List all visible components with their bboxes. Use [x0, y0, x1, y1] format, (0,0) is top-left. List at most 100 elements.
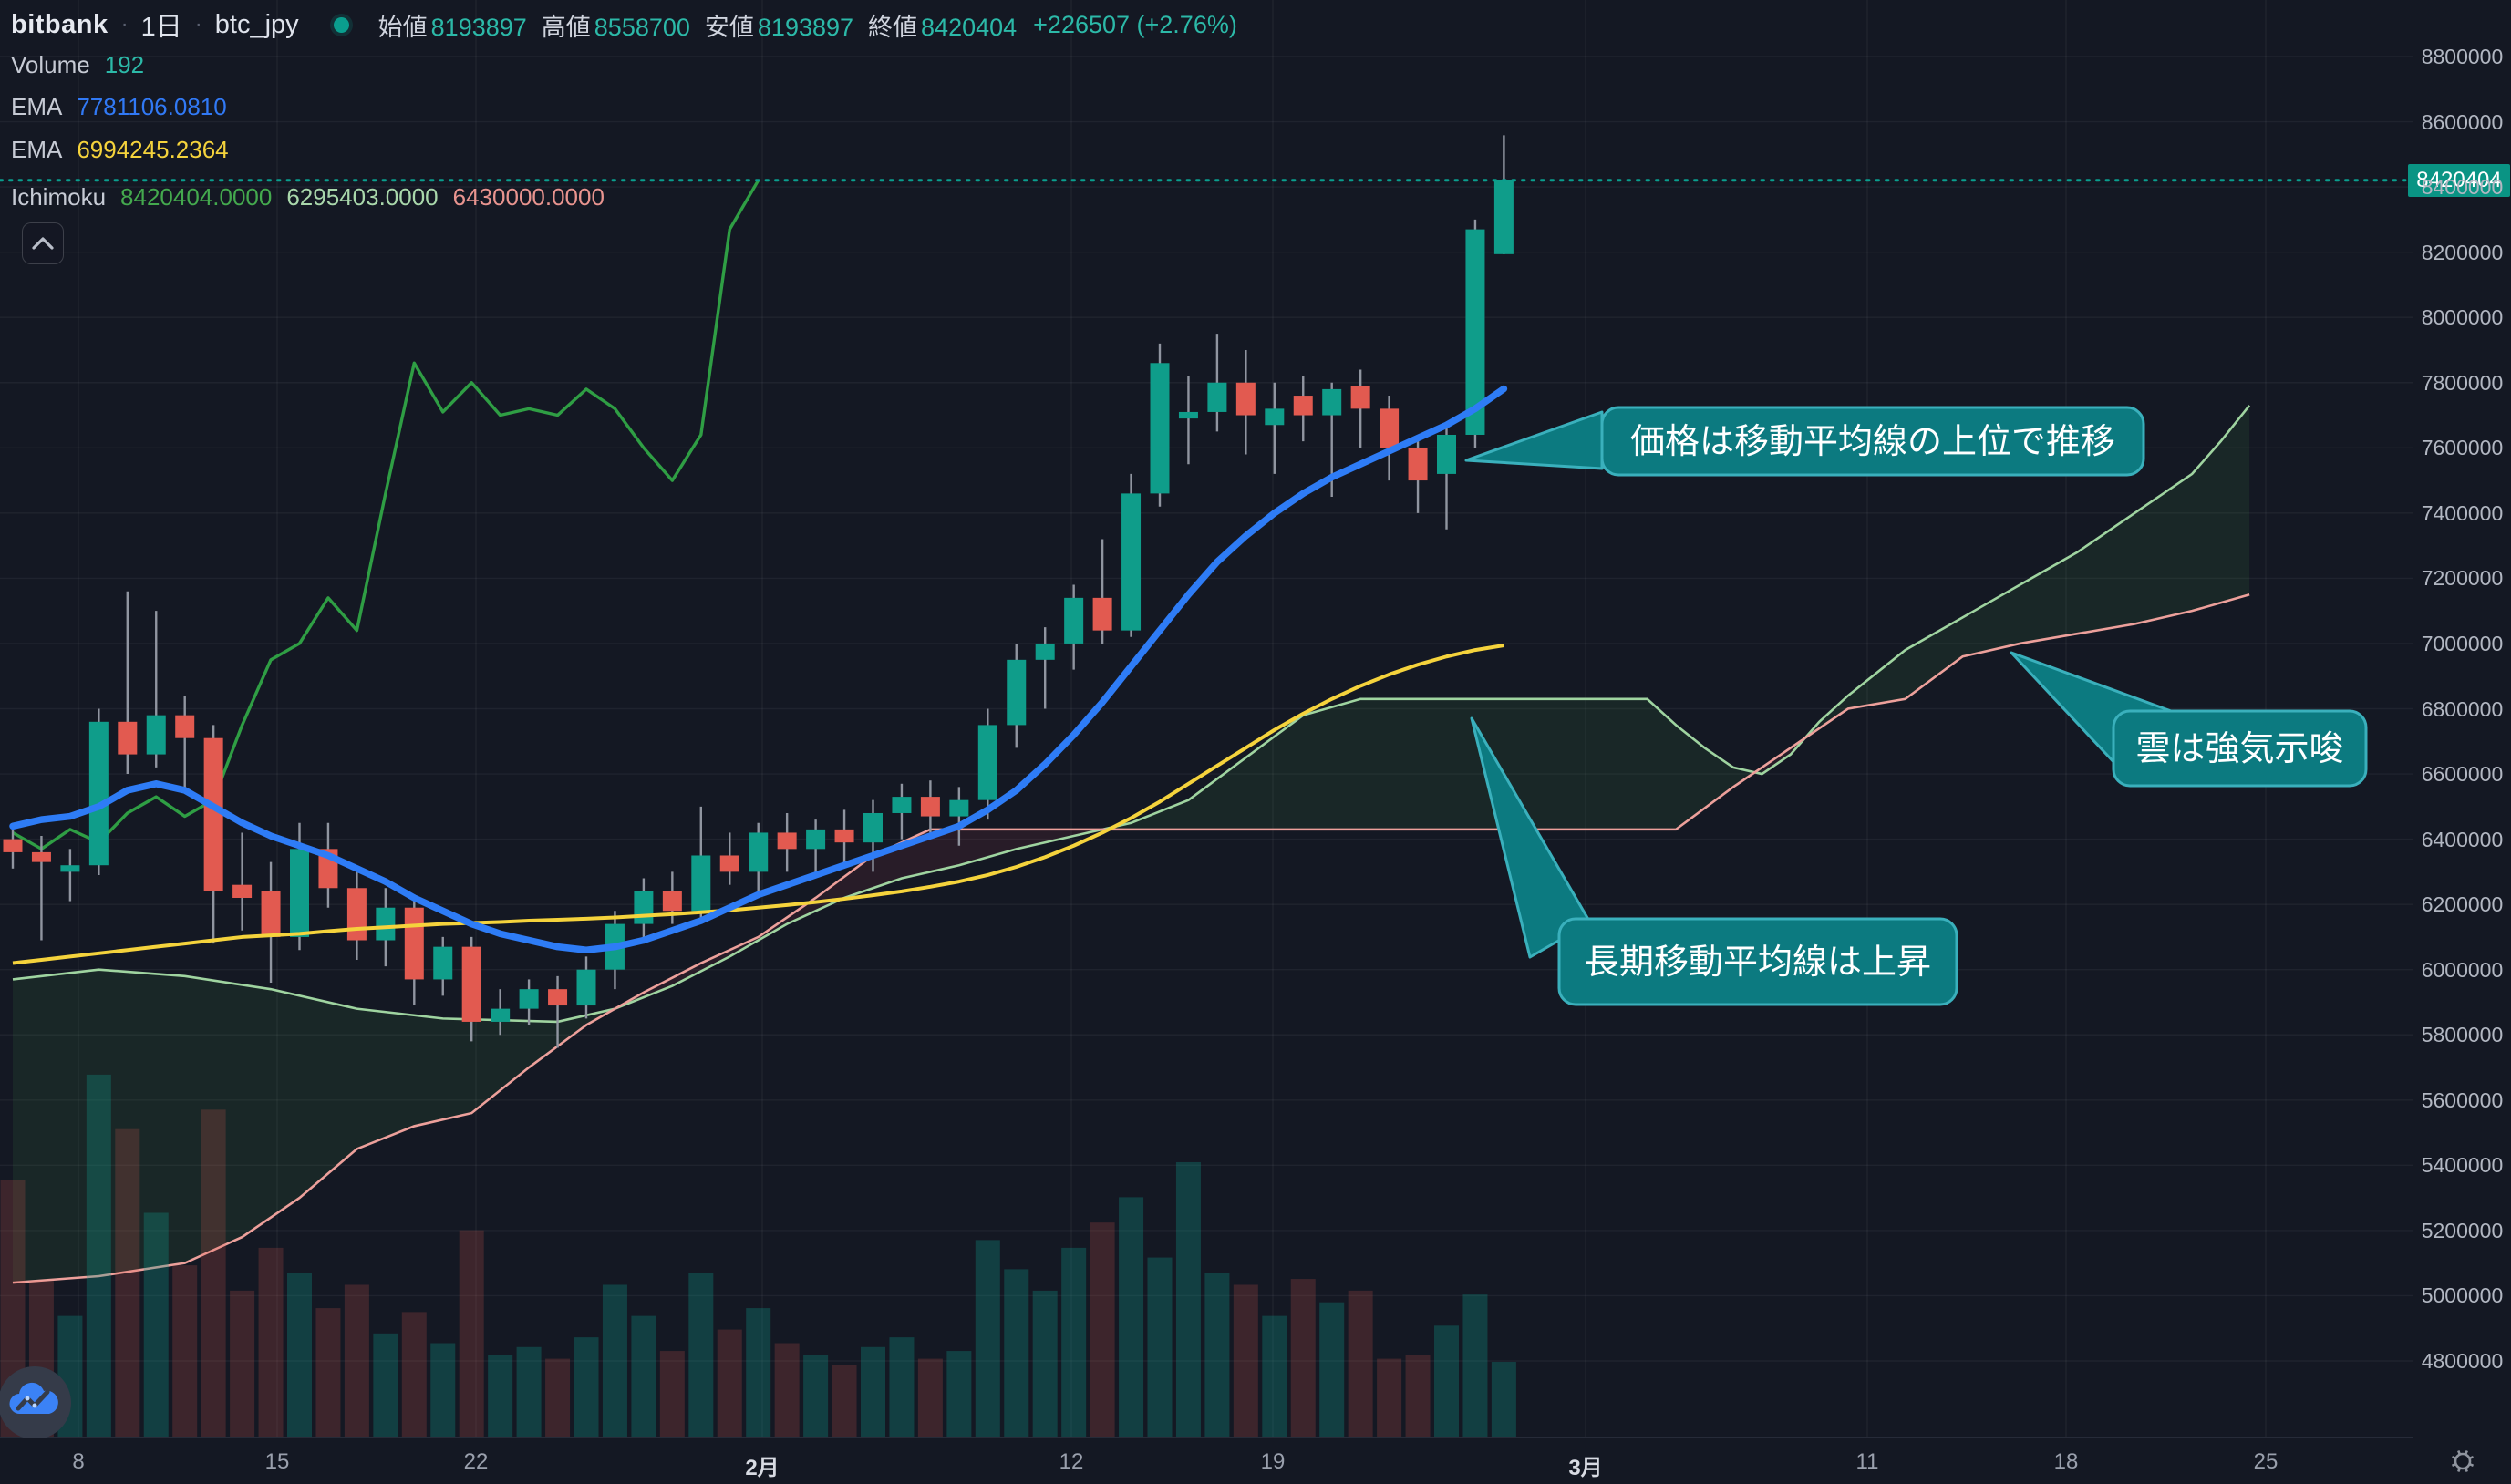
ema-fast-value: 7781106.0810 — [77, 93, 227, 120]
legend-row-ema-fast[interactable]: EMA 7781106.0810 — [11, 93, 227, 121]
price-axis-label: 6800000 — [2421, 696, 2504, 721]
legend-collapse-button[interactable] — [22, 222, 64, 264]
candle-body — [1035, 643, 1055, 660]
market-status-icon — [333, 16, 349, 33]
volume-bar — [1147, 1257, 1173, 1437]
candle-body — [1121, 493, 1142, 631]
price-axis[interactable]: 8420404 8800000 8600000 8400000 8200000 8000… — [2408, 0, 2511, 1438]
volume-bar — [774, 1343, 800, 1437]
volume-bar — [315, 1308, 341, 1437]
candle-body — [376, 907, 396, 941]
open-value: 8193897 — [430, 13, 527, 41]
high-label: 高値 — [541, 13, 591, 41]
time-axis-label: 25 — [2253, 1449, 2278, 1474]
candle-body — [1178, 411, 1198, 419]
time-axis[interactable]: 8 15 22 2月 12 19 3月 11 18 25 — [0, 1438, 2511, 1484]
volume-label: Volume — [11, 51, 90, 78]
time-axis-label: 2月 — [745, 1456, 780, 1480]
symbol-name[interactable]: btc_jpy — [214, 9, 299, 39]
cloud-bear-fill — [622, 828, 1110, 1006]
separator-dot: · — [120, 12, 129, 36]
volume-bar — [1491, 1362, 1516, 1437]
volume-bar — [717, 1329, 742, 1437]
price-axis-label: 5200000 — [2421, 1218, 2504, 1242]
callout-bubble — [1557, 917, 1958, 1006]
candle-body — [719, 855, 739, 872]
legend-row-volume[interactable]: Volume 192 — [11, 51, 144, 79]
candle-body — [1437, 434, 1456, 474]
candle-body — [1235, 382, 1256, 416]
legend-row-ema-slow[interactable]: EMA 6994245.2364 — [11, 136, 229, 164]
volume-bar — [230, 1290, 255, 1437]
volume-bar — [602, 1284, 627, 1437]
volume-bar — [1290, 1279, 1316, 1437]
chevron-up-icon — [32, 237, 54, 250]
volume-bar — [1434, 1325, 1459, 1437]
current-price-badge: 8420404 — [2408, 163, 2510, 197]
volume-bar — [1405, 1355, 1431, 1437]
callout-3[interactable]: 長期移動平均線は上昇 — [1470, 716, 1958, 1006]
candle-body — [203, 737, 223, 891]
volume-bar — [1119, 1197, 1144, 1437]
time-axis-label: 12 — [1059, 1449, 1084, 1474]
callout-2[interactable]: 雲は強気示唆 — [2010, 651, 2368, 788]
candle-body — [834, 829, 854, 843]
candle-body — [1207, 382, 1227, 412]
price-axis-label: 7400000 — [2421, 500, 2504, 525]
candle-body — [491, 1008, 511, 1022]
time-axis-label: 19 — [1260, 1449, 1286, 1474]
candle-body — [949, 799, 969, 817]
candle-body — [920, 797, 940, 817]
volume-bar — [574, 1337, 599, 1437]
watermark-logo-button[interactable] — [0, 1365, 73, 1441]
price-axis-label: 6200000 — [2421, 892, 2504, 917]
exchange-name[interactable]: bitbank — [11, 9, 108, 39]
candle-body — [691, 855, 711, 912]
callout-text: 長期移動平均線は上昇 — [1585, 943, 1931, 982]
candle-body — [146, 715, 166, 755]
axis-settings-corner[interactable] — [2413, 1438, 2511, 1484]
cloud-bull-fill — [1812, 405, 2250, 734]
legend-row-ichimoku[interactable]: Ichimoku 8420404.0000 6295403.0000 64300… — [11, 183, 604, 211]
candle-body — [3, 839, 23, 852]
senkou-b-line — [12, 593, 2250, 1284]
cloud-bear-fill — [1762, 729, 1813, 774]
volume-bar — [803, 1355, 829, 1437]
volume-bar — [832, 1365, 857, 1437]
candle-body — [1293, 396, 1313, 416]
volume-bar — [287, 1273, 312, 1437]
price-axis-label: 6600000 — [2421, 762, 2504, 787]
candle-body — [1493, 180, 1514, 254]
price-axis-label: 5800000 — [2421, 1023, 2504, 1047]
price-axis-label: 8800000 — [2421, 45, 2504, 68]
volume-bar — [746, 1308, 771, 1437]
grid-lines — [0, 0, 2413, 1438]
candle-body — [977, 725, 997, 800]
volume-bar — [1061, 1247, 1087, 1437]
candle-body — [261, 891, 281, 937]
chikou-span-line — [12, 179, 760, 851]
callout-1[interactable]: 価格は移動平均線の上位で推移 — [1464, 406, 2145, 477]
price-axis-label: 8000000 — [2421, 305, 2504, 330]
price-axis-label: 7800000 — [2421, 370, 2504, 395]
candle-body — [1465, 229, 1485, 435]
candle-body — [60, 865, 80, 872]
candlesticks — [3, 135, 1514, 1048]
interval-label[interactable]: 1日 — [140, 13, 182, 42]
time-axis-label: 15 — [264, 1449, 290, 1474]
price-axis-label: 5400000 — [2421, 1153, 2504, 1178]
separator-dot: · — [194, 12, 202, 36]
high-value: 8558700 — [594, 13, 690, 41]
price-axis-label: 7200000 — [2421, 566, 2504, 591]
ema-slow-label: EMA — [11, 136, 63, 163]
volume-bar — [172, 1265, 198, 1437]
price-change: +226507 (+2.76%) — [1033, 10, 1237, 38]
candle-body — [1064, 597, 1084, 644]
ema-lines — [9, 385, 1508, 965]
gear-icon — [2451, 1449, 2474, 1473]
volume-bar — [488, 1355, 513, 1437]
price-axis-label: 4800000 — [2421, 1349, 2504, 1373]
close-value: 8420404 — [921, 13, 1018, 41]
